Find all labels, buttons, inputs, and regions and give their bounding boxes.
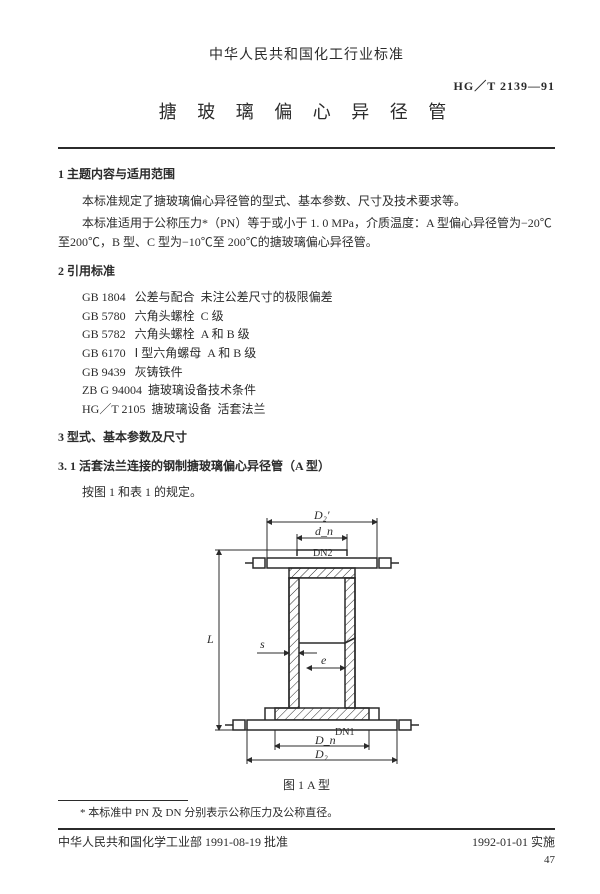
fig-label-d2p: D₂′ [313,508,330,522]
footnote: * 本标准中 PN 及 DN 分别表示公称压力及公称直径。 [80,805,555,822]
fig-label-L: L [206,632,214,646]
fig-label-e: e [321,653,327,667]
section-1-heading: 1 主题内容与适用范围 [58,165,555,184]
footer-left: 中华人民共和国化学工业部 1991-08-19 批准 [58,833,288,852]
fig-label-dn1: DN1 [335,727,354,738]
section-3-1-a: 3. 1 活套法兰连接的钢制搪玻璃偏心异径管（A 型） [58,457,555,476]
section-1-p1: 本标准规定了搪玻璃偏心异径管的型式、基本参数、尺寸及技术要求等。 [58,192,555,211]
ref-item: GB 5782 六角头螺栓 A 和 B 级 [82,325,555,344]
ref-item: GB 5780 六角头螺栓 C 级 [82,307,555,326]
section-3-heading: 3 型式、基本参数及尺寸 [58,428,555,447]
header-org: 中华人民共和国化工行业标准 [58,45,555,67]
footer-right: 1992-01-01 实施 [472,833,555,852]
fig-label-Dn: D_n [314,733,336,747]
title-rule [58,147,555,149]
figure-1-caption: 图 1 A 型 [58,776,555,795]
ref-item: GB 9439 灰铸铁件 [82,363,555,382]
doc-title: 搪 玻 璃 偏 心 异 径 管 [58,99,555,127]
reference-list: GB 1804 公差与配合 未注公差尺寸的极限偏差 GB 5780 六角头螺栓 … [82,288,555,418]
standard-number: HG／T 2139—91 [58,77,555,96]
ref-item: GB 1804 公差与配合 未注公差尺寸的极限偏差 [82,288,555,307]
footnote-rule [58,800,188,801]
fig-label-s: s [260,637,265,651]
fig-label-dn: d_n [315,524,333,538]
ref-item: GB 6170 Ⅰ 型六角螺母 A 和 B 级 [82,344,555,363]
ref-item: ZB G 94004 搪玻璃设备技术条件 [82,381,555,400]
page-number: 47 [58,852,555,869]
fig-label-dn2: DN2 [313,548,332,559]
fig-label-D2: D₂ [314,747,328,761]
ref-item: HG／T 2105 搪玻璃设备 活套法兰 [82,400,555,419]
footer-rule [58,828,555,830]
section-2-heading: 2 引用标准 [58,262,555,281]
figure-1: D₂′ d_n DN2 s e L DN1 D_n D₂ [58,508,555,774]
section-1-p2: 本标准适用于公称压力*（PN）等于或小于 1. 0 MPa，介质温度：A 型偏心… [58,214,555,251]
section-3-1-b: 按图 1 和表 1 的规定。 [58,483,555,502]
